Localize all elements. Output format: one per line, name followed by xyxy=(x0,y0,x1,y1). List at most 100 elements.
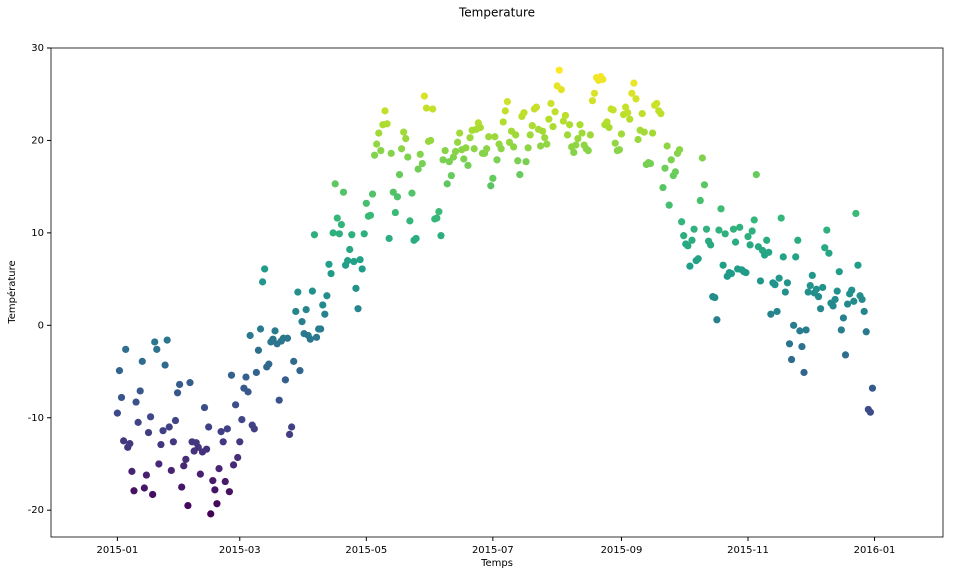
point xyxy=(497,145,505,153)
point xyxy=(717,205,725,213)
point xyxy=(624,109,632,117)
point xyxy=(337,220,346,229)
point xyxy=(858,295,866,304)
point xyxy=(207,510,215,518)
point xyxy=(238,416,246,424)
point xyxy=(412,234,420,243)
point xyxy=(549,122,557,131)
point xyxy=(763,236,771,244)
point xyxy=(327,269,335,278)
point xyxy=(122,345,130,353)
point xyxy=(333,214,341,222)
point xyxy=(663,142,671,150)
point xyxy=(605,123,613,132)
point xyxy=(821,244,829,252)
point xyxy=(219,438,227,446)
point xyxy=(584,147,592,155)
point xyxy=(449,153,458,161)
y-tick-label: -20 xyxy=(28,505,44,516)
point xyxy=(416,150,424,158)
point xyxy=(402,134,410,143)
point xyxy=(566,121,574,129)
point xyxy=(292,307,300,316)
point xyxy=(306,335,314,343)
point xyxy=(671,168,680,176)
point xyxy=(536,142,545,150)
point xyxy=(134,418,142,426)
point xyxy=(312,333,321,341)
point xyxy=(715,226,723,234)
point xyxy=(727,269,736,278)
point xyxy=(246,331,254,340)
point xyxy=(825,249,833,257)
point xyxy=(611,139,619,147)
point xyxy=(209,477,217,485)
point xyxy=(331,180,339,188)
point xyxy=(215,464,223,473)
x-tick-label: 2015-01 xyxy=(96,545,138,556)
point xyxy=(130,487,138,495)
point xyxy=(261,265,269,273)
point xyxy=(400,128,408,136)
point xyxy=(142,471,151,479)
point xyxy=(487,182,495,190)
point xyxy=(829,302,837,310)
point xyxy=(184,501,192,510)
point xyxy=(435,208,443,216)
point xyxy=(684,242,692,250)
point xyxy=(464,161,472,169)
point xyxy=(787,355,796,364)
point xyxy=(512,131,520,139)
point xyxy=(719,261,727,269)
point xyxy=(258,278,267,286)
point xyxy=(800,368,808,377)
point xyxy=(731,238,740,246)
point xyxy=(383,120,391,128)
point xyxy=(522,158,530,166)
point xyxy=(680,232,688,240)
point xyxy=(688,236,696,244)
point xyxy=(588,97,597,105)
x-tick-label: 2015-07 xyxy=(472,545,514,556)
point xyxy=(366,211,375,219)
point xyxy=(389,188,397,196)
point xyxy=(675,146,684,154)
point xyxy=(223,425,231,433)
point xyxy=(752,171,760,179)
point xyxy=(561,111,570,120)
point xyxy=(837,326,845,334)
point xyxy=(252,368,260,377)
point xyxy=(229,461,238,469)
point xyxy=(350,257,358,266)
point xyxy=(254,346,263,354)
point xyxy=(640,128,648,136)
point xyxy=(443,180,451,188)
y-axis-label: Température xyxy=(6,260,18,324)
point xyxy=(804,288,812,296)
point xyxy=(178,483,186,491)
point xyxy=(528,122,536,130)
point xyxy=(182,455,190,463)
point xyxy=(603,118,611,126)
point xyxy=(354,305,362,313)
point xyxy=(794,236,802,244)
point xyxy=(275,396,283,404)
point xyxy=(171,416,180,425)
point xyxy=(437,232,445,240)
point xyxy=(445,158,453,166)
point xyxy=(489,174,497,182)
point xyxy=(288,423,296,431)
point xyxy=(485,133,493,141)
point xyxy=(373,140,381,148)
point xyxy=(659,183,667,192)
point xyxy=(362,199,370,207)
point xyxy=(785,340,794,348)
point xyxy=(841,351,850,359)
point xyxy=(180,462,188,470)
point xyxy=(808,271,816,279)
point xyxy=(862,328,870,336)
point xyxy=(711,293,719,302)
point xyxy=(202,445,211,453)
point xyxy=(302,306,310,314)
